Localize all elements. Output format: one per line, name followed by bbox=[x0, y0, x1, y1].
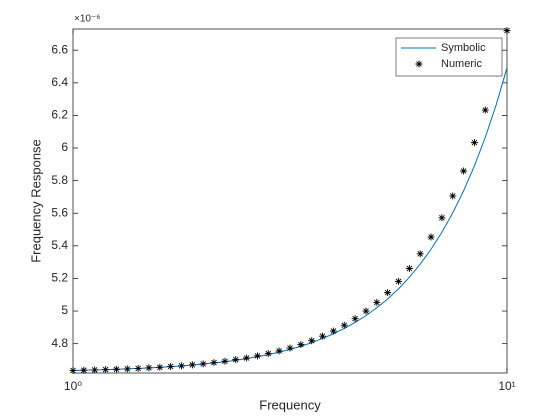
star-marker bbox=[308, 337, 316, 345]
star-marker bbox=[394, 277, 402, 285]
y-tick-label: 6.4 bbox=[51, 75, 68, 89]
star-marker bbox=[449, 192, 457, 200]
y-tick-label: 6.6 bbox=[51, 42, 68, 56]
legend-box bbox=[395, 37, 503, 77]
star-marker bbox=[243, 354, 251, 362]
y-tick-label: 5.2 bbox=[51, 271, 68, 285]
star-marker bbox=[438, 214, 446, 222]
x-tick-label: 10¹ bbox=[498, 379, 515, 393]
star-marker bbox=[373, 298, 381, 306]
y-exponent: ×10⁻⁶ bbox=[74, 14, 100, 25]
x-axis-label: Frequency bbox=[259, 397, 321, 412]
star-marker bbox=[264, 350, 272, 358]
legend-label: Symbolic bbox=[441, 42, 486, 54]
x-tick-label: 10⁰ bbox=[64, 379, 82, 393]
star-marker bbox=[405, 264, 413, 272]
star-marker bbox=[427, 233, 435, 241]
star-marker bbox=[232, 356, 240, 364]
star-marker bbox=[156, 363, 164, 371]
legend-symbol bbox=[415, 60, 423, 68]
star-marker bbox=[275, 347, 283, 355]
y-tick-label: 5.6 bbox=[51, 205, 68, 219]
star-marker bbox=[416, 250, 424, 258]
plot-area bbox=[72, 28, 508, 374]
star-marker bbox=[188, 361, 196, 369]
star-marker bbox=[134, 364, 142, 372]
star-marker bbox=[80, 366, 88, 374]
star-marker bbox=[362, 307, 370, 315]
star-marker bbox=[286, 344, 294, 352]
star-marker bbox=[460, 167, 468, 175]
star-marker bbox=[329, 327, 337, 335]
star-marker bbox=[102, 366, 110, 374]
star-marker bbox=[253, 352, 261, 360]
star-marker bbox=[69, 367, 77, 375]
star-marker bbox=[199, 360, 207, 368]
star-marker bbox=[340, 321, 348, 329]
y-axis-label: Frequency Response bbox=[28, 139, 43, 263]
star-marker bbox=[470, 139, 478, 147]
star-marker bbox=[167, 362, 175, 370]
star-marker bbox=[319, 332, 327, 340]
y-tick-label: 6.2 bbox=[51, 108, 68, 122]
y-tick-label: 5.4 bbox=[51, 238, 68, 252]
star-marker bbox=[145, 364, 153, 372]
star-marker bbox=[351, 315, 359, 323]
y-tick-label: 5.8 bbox=[51, 173, 68, 187]
y-tick-label: 4.8 bbox=[51, 336, 68, 350]
star-marker bbox=[481, 106, 489, 114]
star-marker bbox=[221, 357, 229, 365]
star-marker bbox=[177, 362, 185, 370]
y-tick-label: 5 bbox=[61, 303, 68, 317]
star-marker bbox=[297, 341, 305, 349]
star-marker bbox=[123, 365, 131, 373]
star-marker bbox=[112, 365, 120, 373]
star-marker bbox=[503, 27, 511, 35]
star-marker bbox=[91, 366, 99, 374]
y-tick-label: 6 bbox=[61, 140, 68, 154]
legend-label: Numeric bbox=[441, 58, 482, 70]
star-marker bbox=[384, 289, 392, 297]
star-marker bbox=[210, 359, 218, 367]
